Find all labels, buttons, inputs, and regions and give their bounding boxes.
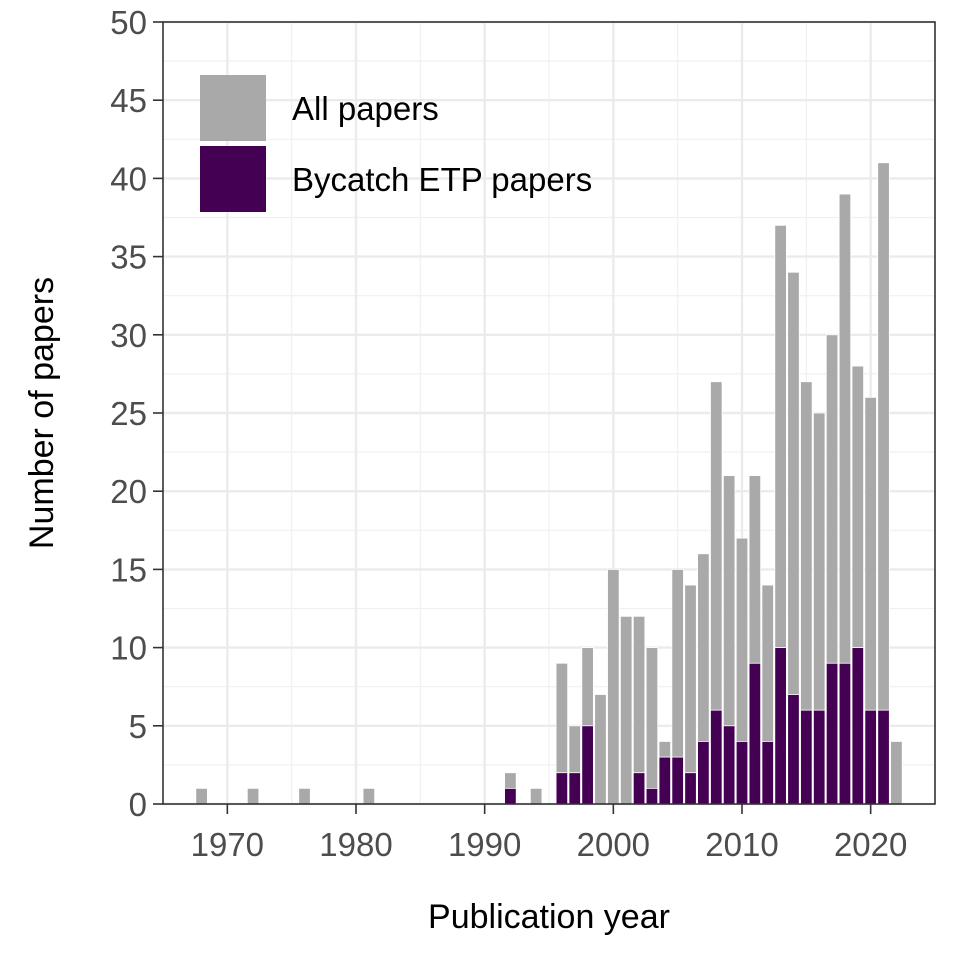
bar-bycatch-etp-papers	[774, 647, 787, 805]
bar-bycatch-etp-papers	[838, 662, 852, 805]
bar-all-papers	[620, 615, 633, 805]
y-tick-label: 10	[110, 630, 147, 667]
y-tick-label: 50	[110, 4, 147, 41]
bar-bycatch-etp-papers	[825, 662, 839, 805]
bar-all-papers	[529, 787, 543, 805]
bar-bycatch-etp-papers	[722, 725, 736, 805]
bar-bycatch-etp-papers	[851, 647, 864, 805]
bar-all-papers	[684, 584, 697, 805]
y-tick-label: 20	[110, 473, 147, 510]
x-tick-label: 2000	[577, 826, 650, 863]
bar-bycatch-etp-papers	[504, 787, 517, 805]
bar-all-papers	[298, 787, 311, 805]
bar-bycatch-etp-papers	[671, 756, 684, 805]
bar-bycatch-etp-papers	[568, 772, 581, 805]
ticks-layer: 0 5 10 15 20 25 30 35 40 45 50 1970 1980 1990 2000 2010…	[110, 4, 907, 863]
bar-all-papers	[607, 569, 620, 805]
x-tick-label: 1970	[191, 826, 264, 863]
bar-bycatch-etp-papers	[697, 741, 710, 805]
bar-all-papers	[890, 741, 903, 805]
bar-bycatch-etp-papers	[710, 709, 723, 805]
bar-bycatch-etp-papers	[761, 741, 774, 805]
legend-label-bycatch-etp-papers: Bycatch ETP papers	[292, 161, 592, 198]
y-tick-label: 35	[110, 239, 147, 276]
x-axis-title: Publication year	[428, 898, 670, 936]
legend-swatch-bycatch-etp-papers	[200, 146, 266, 212]
bar-bycatch-etp-papers	[800, 709, 813, 805]
y-tick-label: 25	[110, 395, 147, 432]
bar-all-papers	[362, 787, 376, 805]
bar-bycatch-etp-papers	[555, 772, 569, 805]
bar-bycatch-etp-papers	[645, 787, 659, 805]
y-axis-title: Number of papers	[23, 277, 61, 549]
x-tick-label: 2010	[705, 826, 778, 863]
bar-all-papers	[195, 787, 208, 805]
y-tick-label: 40	[110, 160, 147, 197]
legend-label-all-papers: All papers	[292, 90, 439, 127]
bar-all-papers	[877, 162, 890, 805]
bars-layer	[195, 162, 903, 805]
y-tick-label: 45	[110, 82, 147, 119]
bar-bycatch-etp-papers	[864, 709, 877, 805]
bar-all-papers	[246, 787, 260, 805]
bar-bycatch-etp-papers	[877, 709, 890, 805]
bar-bycatch-etp-papers	[787, 694, 800, 805]
bar-bycatch-etp-papers	[735, 741, 749, 805]
bar-bycatch-etp-papers	[684, 772, 697, 805]
bar-all-papers	[594, 694, 607, 805]
x-tick-label: 2020	[834, 826, 907, 863]
y-tick-label: 5	[129, 708, 147, 745]
bar-bycatch-etp-papers	[813, 709, 826, 805]
bar-all-papers	[645, 647, 659, 805]
y-tick-label: 15	[110, 551, 147, 588]
y-tick-label: 30	[110, 317, 147, 354]
y-tick-label: 0	[129, 786, 147, 823]
bar-bycatch-etp-papers	[658, 756, 671, 805]
bar-bycatch-etp-papers	[632, 772, 646, 805]
x-tick-label: 1990	[448, 826, 521, 863]
bar-bycatch-etp-papers	[748, 662, 762, 805]
legend-swatch-all-papers	[200, 75, 266, 141]
x-tick-label: 1980	[319, 826, 392, 863]
bar-bycatch-etp-papers	[581, 725, 594, 805]
legend: All papers Bycatch ETP papers	[200, 75, 592, 212]
